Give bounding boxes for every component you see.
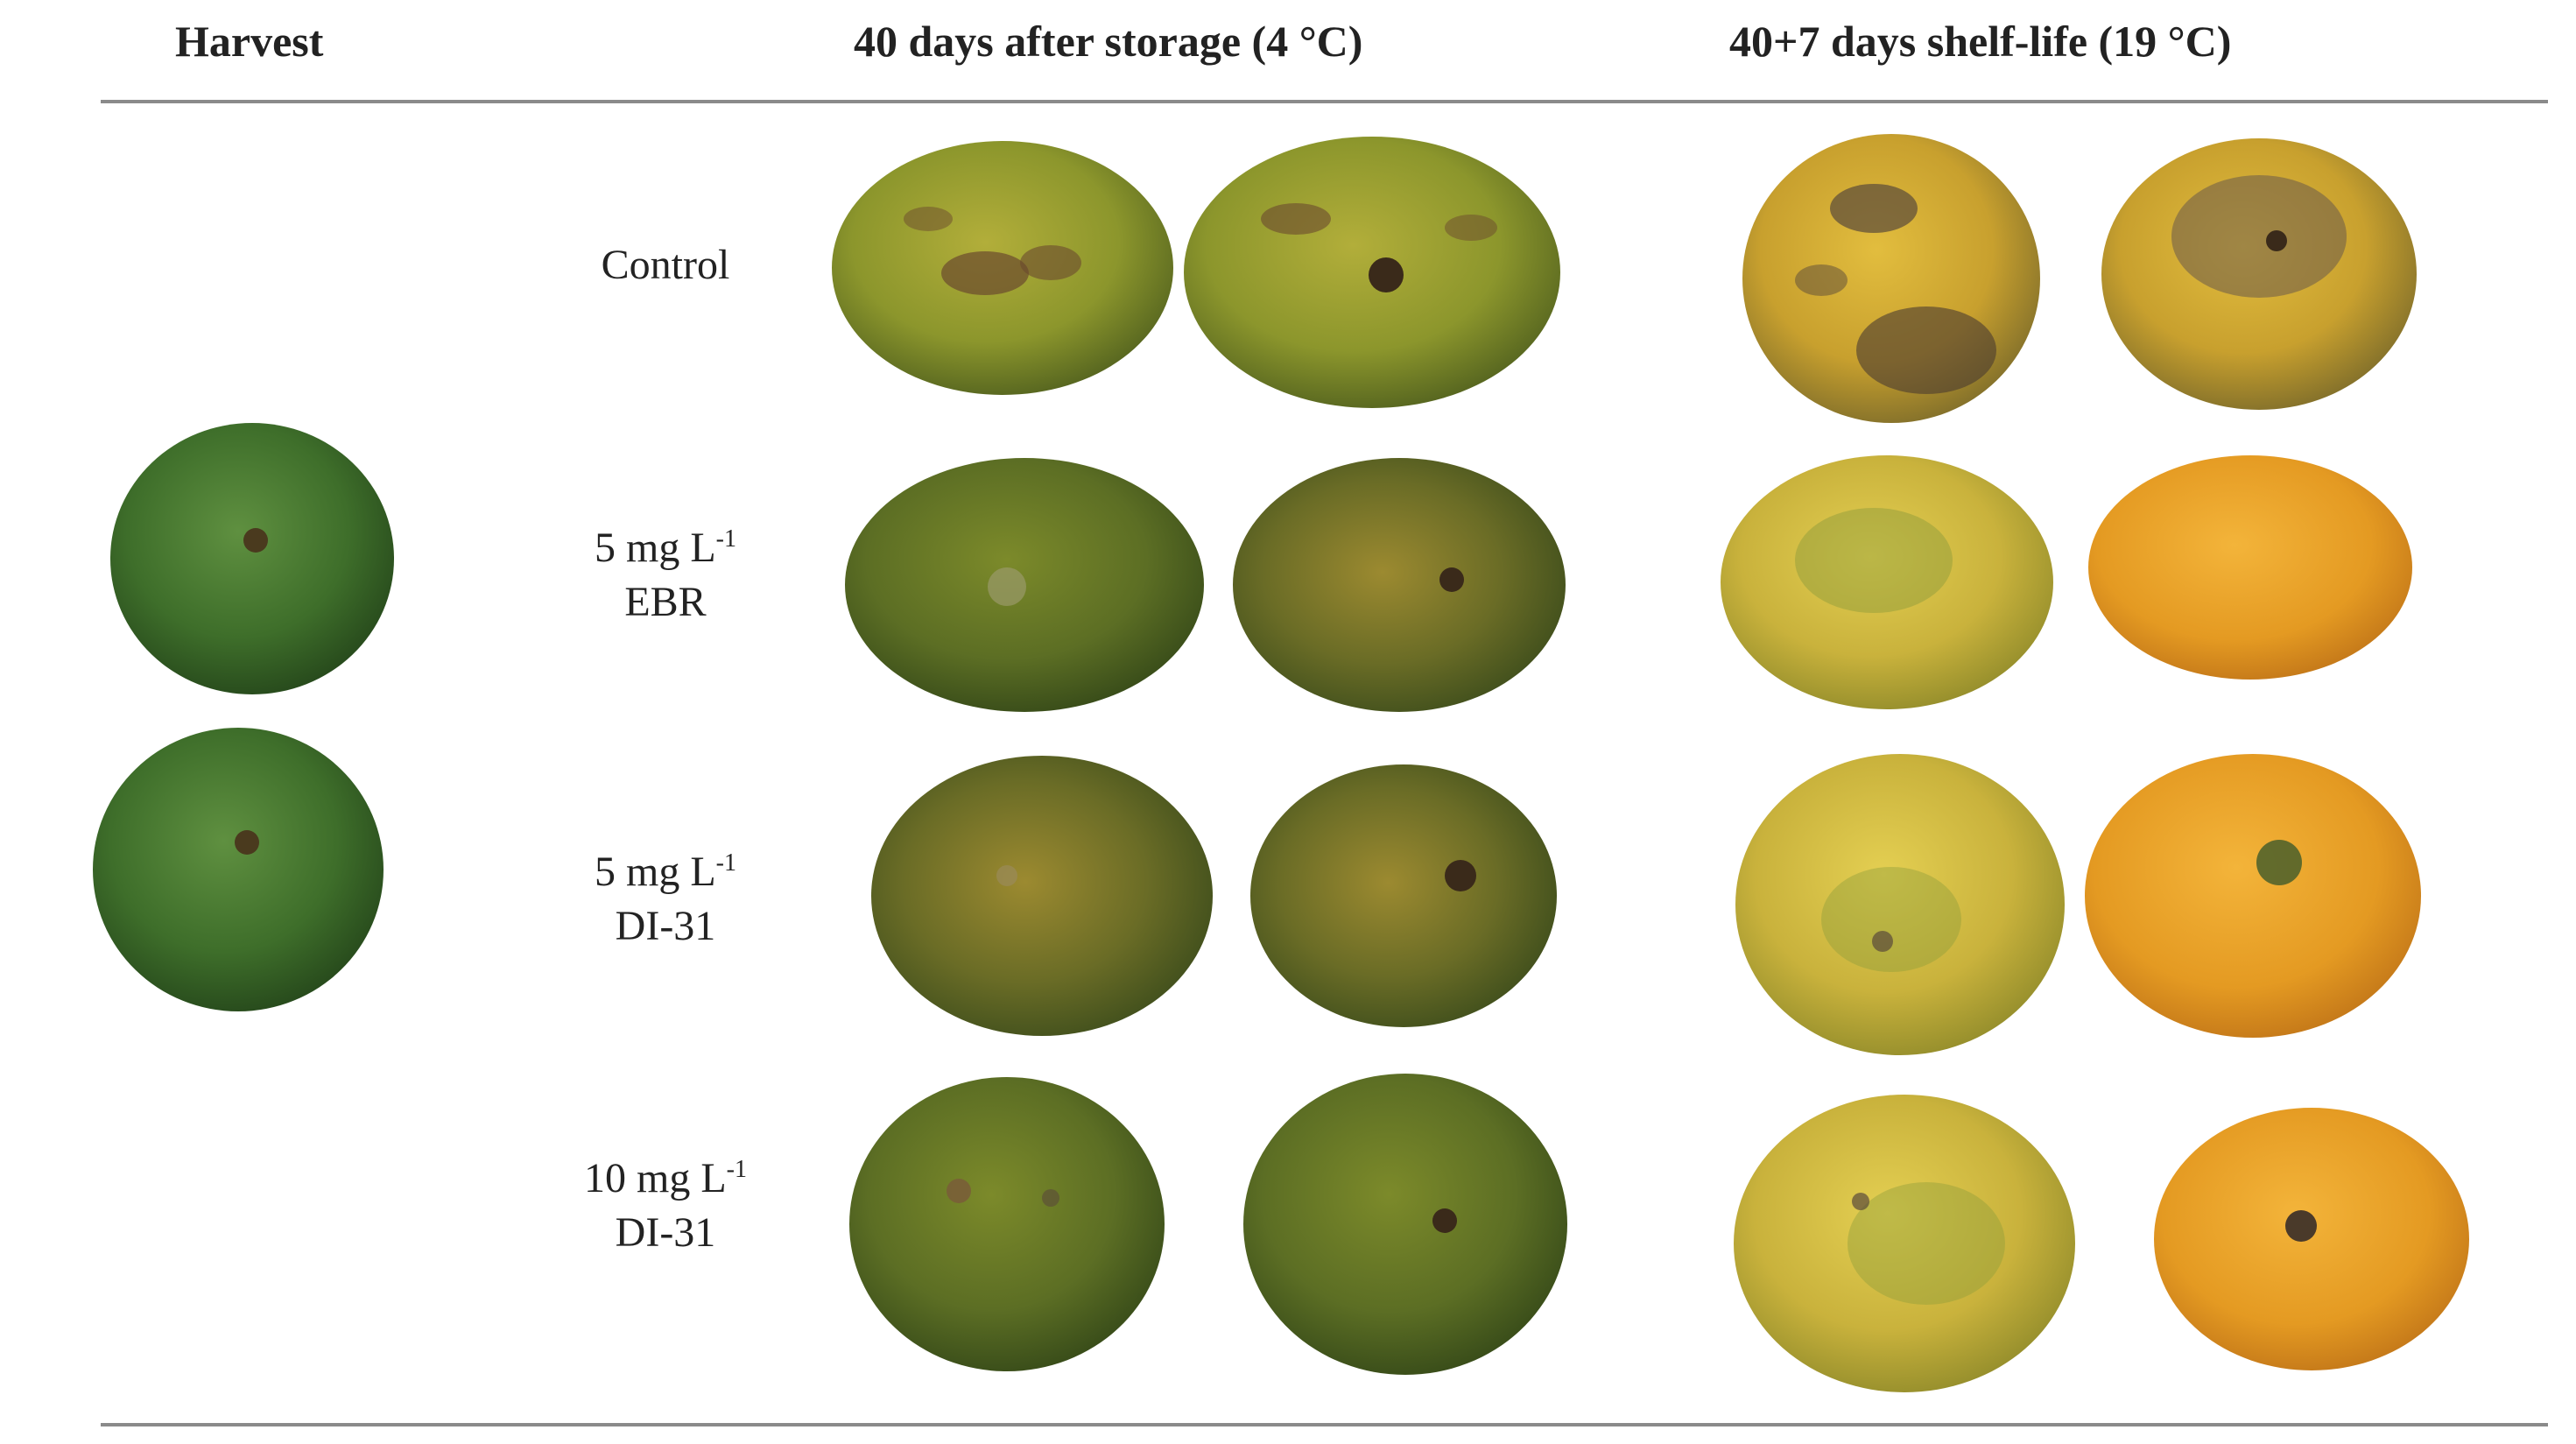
- row-label-control: Control: [534, 238, 797, 292]
- storage-di31-10-fruit-1: [849, 1077, 1165, 1371]
- row-label-ebr-dose-text: 5 mg L: [595, 525, 716, 571]
- storage-ebr-fruit-1: [845, 458, 1204, 712]
- storage-ebr-fruit-2: [1233, 458, 1566, 712]
- row-label-di31-5-compound: DI-31: [615, 903, 716, 950]
- shelf-ebr-fruit-2: [2088, 455, 2412, 680]
- row-label-control-text: Control: [601, 242, 730, 288]
- column-header-shelf-life: 40+7 days shelf-life (19 °C): [1729, 17, 2232, 66]
- shelf-di31-10-fruit-1: [1734, 1095, 2075, 1392]
- shelf-control-fruit-2: [2101, 138, 2417, 410]
- storage-di31-10-fruit-2: [1243, 1074, 1567, 1375]
- bottom-rule: [101, 1423, 2548, 1426]
- row-label-di31-10-dose-exponent: -1: [726, 1156, 747, 1183]
- shelf-di31-5-fruit-1: [1735, 754, 2065, 1055]
- top-rule: [101, 100, 2548, 103]
- shelf-di31-5-fruit-2: [2085, 754, 2421, 1038]
- row-label-ebr-dose-exponent: -1: [715, 525, 736, 553]
- row-label-ebr-dose: 5 mg L-1: [534, 521, 797, 575]
- row-label-ebr-compound: EBR: [624, 579, 707, 626]
- row-label-di31-10-compound: DI-31: [615, 1209, 716, 1257]
- column-header-harvest: Harvest: [175, 17, 324, 66]
- harvest-fruit-1: [110, 423, 394, 694]
- row-label-di31-5-dose: 5 mg L-1: [534, 845, 797, 899]
- storage-control-fruit-1: [832, 141, 1173, 395]
- storage-di31-5-fruit-2: [1250, 764, 1557, 1027]
- column-header-storage: 40 days after storage (4 °C): [854, 17, 1363, 66]
- harvest-fruit-2: [93, 728, 384, 1011]
- storage-control-fruit-2: [1184, 137, 1560, 408]
- shelf-ebr-fruit-1: [1721, 455, 2053, 709]
- row-label-di31-10-dose: 10 mg L-1: [534, 1152, 797, 1206]
- row-label-di31-10: 10 mg L-1 DI-31: [534, 1152, 797, 1261]
- row-label-ebr: 5 mg L-1 EBR: [534, 521, 797, 630]
- row-label-di31-5-dose-exponent: -1: [715, 849, 736, 877]
- storage-di31-5-fruit-1: [871, 756, 1213, 1036]
- row-label-di31-5: 5 mg L-1 DI-31: [534, 845, 797, 954]
- row-label-di31-10-dose-text: 10 mg L: [584, 1155, 727, 1201]
- shelf-di31-10-fruit-2: [2154, 1108, 2469, 1370]
- row-label-di31-5-dose-text: 5 mg L: [595, 849, 716, 895]
- shelf-control-fruit-1: [1742, 134, 2040, 423]
